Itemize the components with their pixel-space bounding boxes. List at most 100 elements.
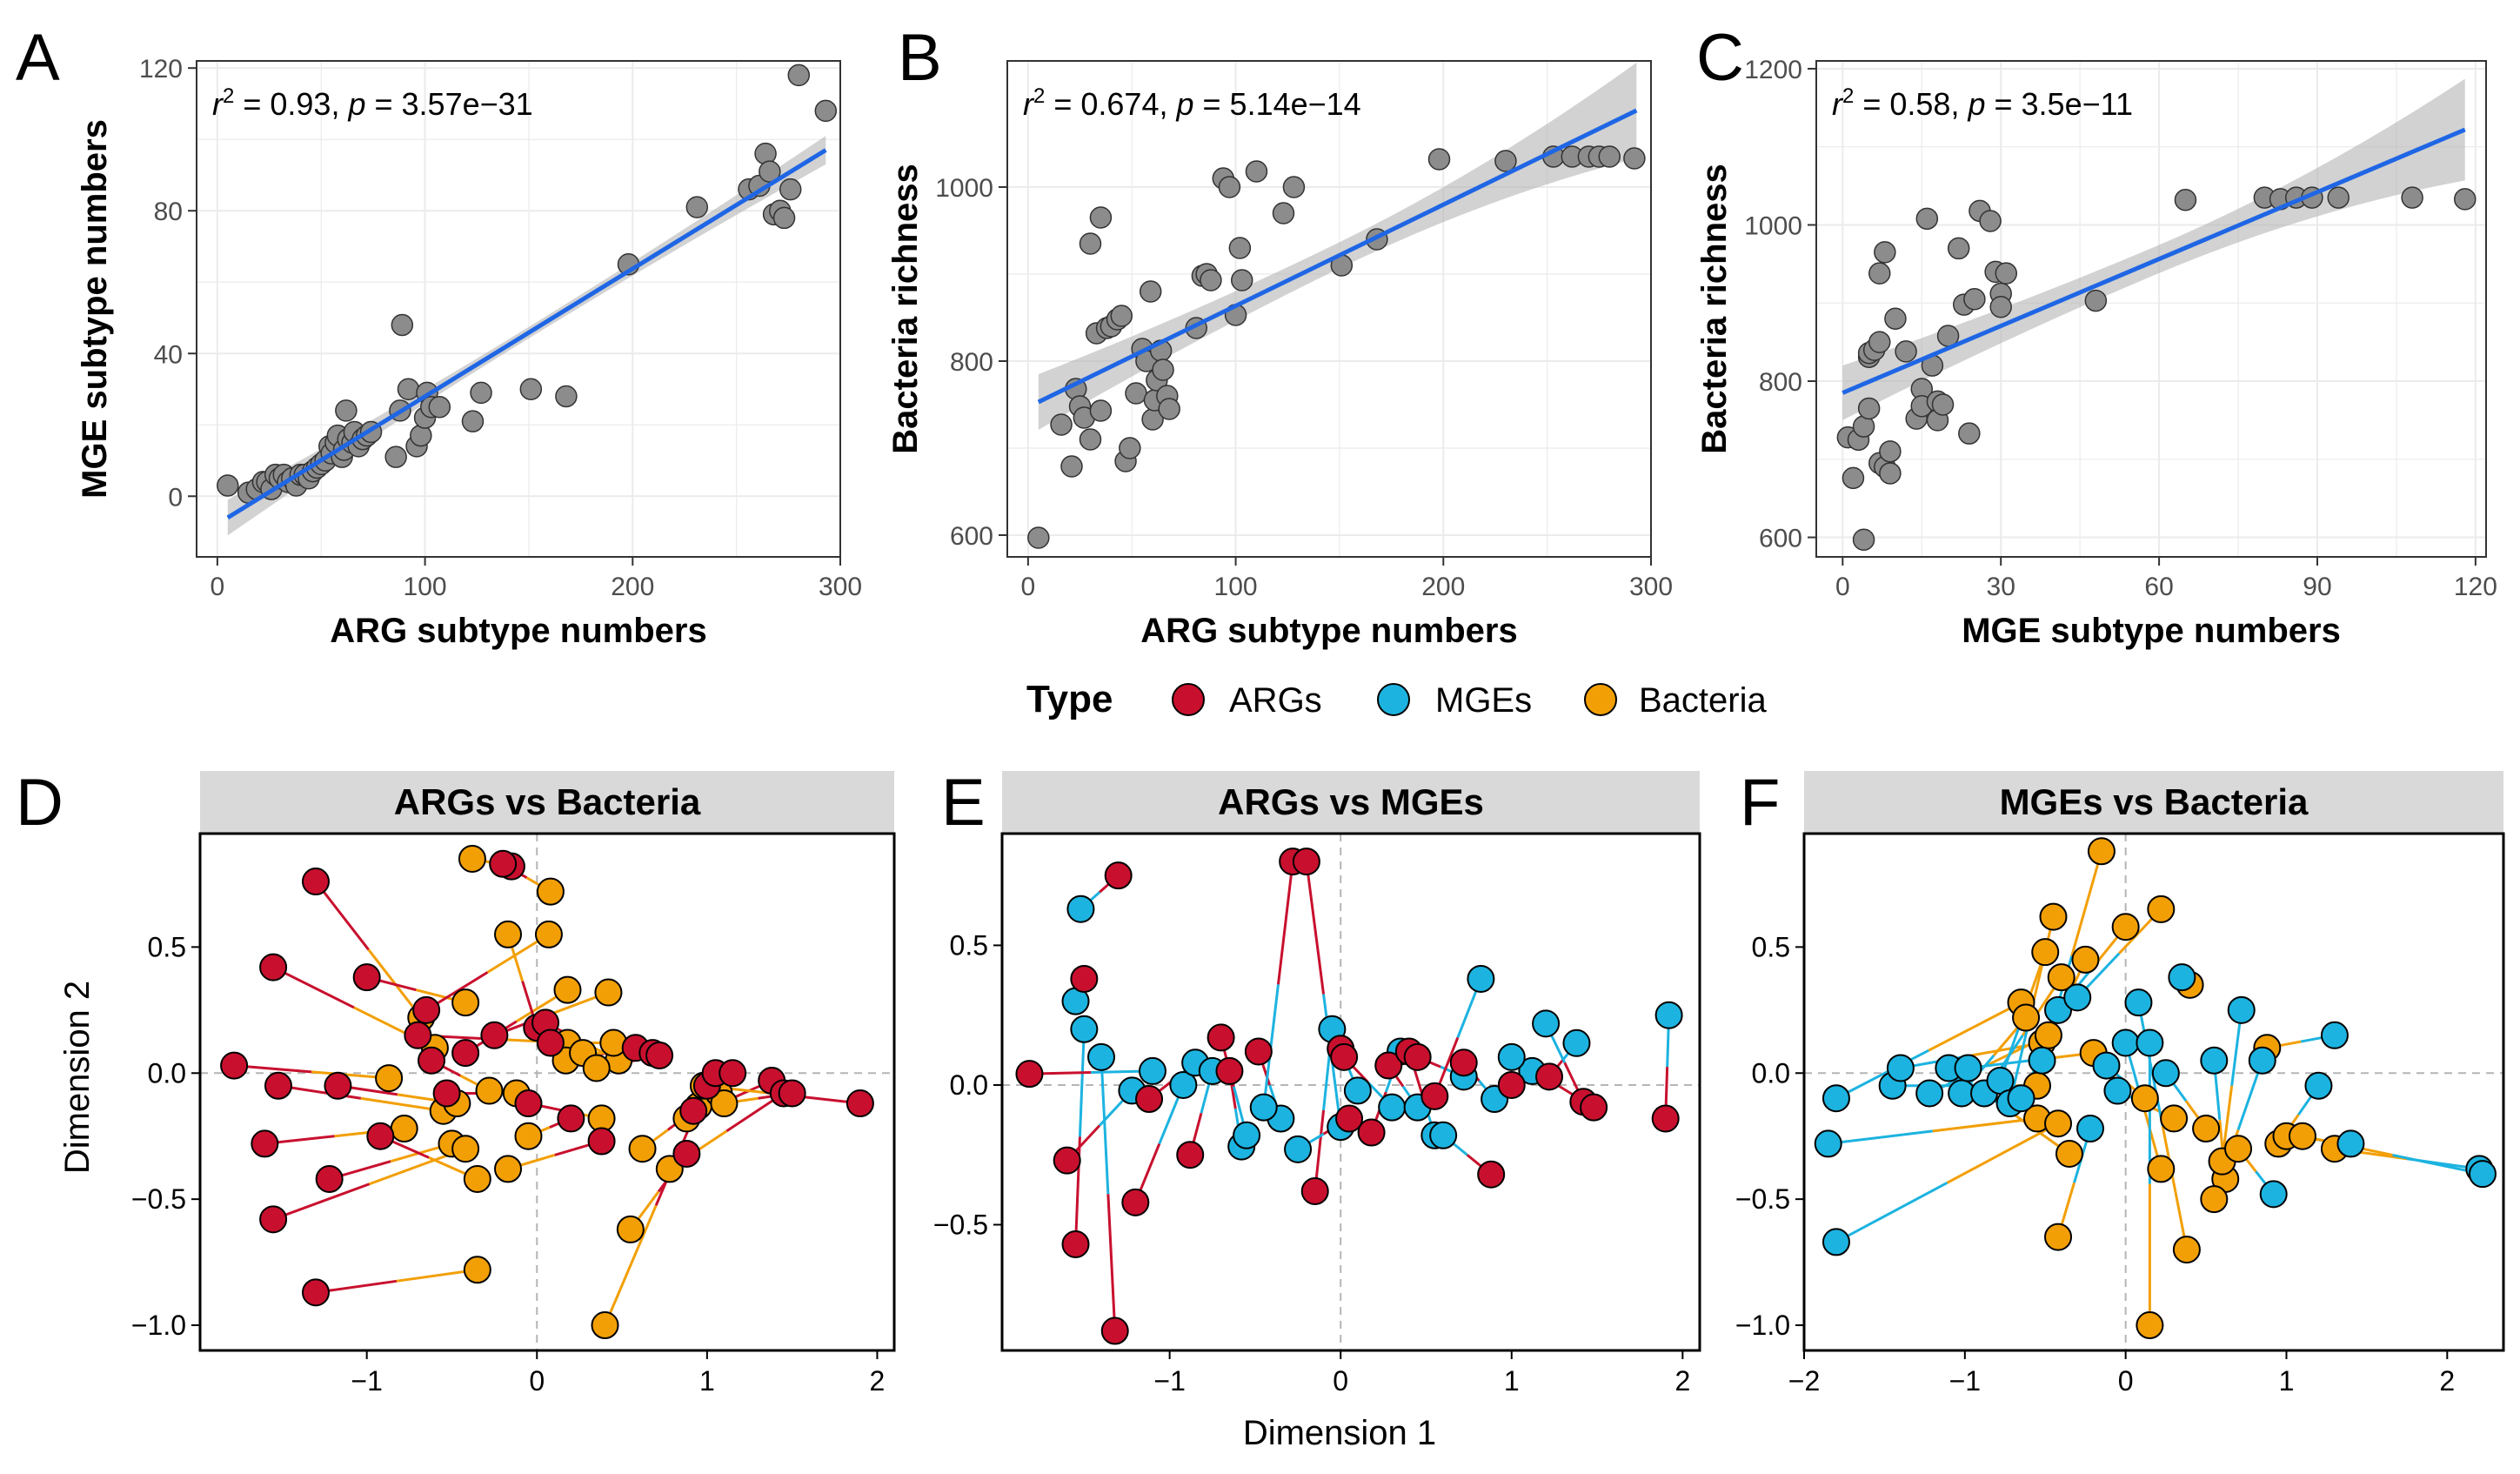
- panel-c-confidence-band: [1842, 78, 2465, 420]
- panel-c-data-point: [1931, 393, 1955, 416]
- panel-d-point-args: [302, 1278, 330, 1307]
- panel-e-point-mges: [1169, 1070, 1198, 1099]
- panel-d-point-bacteria: [534, 920, 563, 948]
- panel-d-point-args: [846, 1089, 874, 1118]
- panel-e-tick-label-y: 0.5: [950, 929, 988, 961]
- panel-c-tick-label-y: 1200: [1744, 56, 1802, 84]
- panel-b-regression-line: [1037, 108, 1638, 405]
- panel-b-tick-label-y: 600: [950, 522, 993, 551]
- panel-b-annotation-p: p: [1175, 86, 1193, 122]
- panel-a-data-point: [397, 378, 420, 401]
- panel-b-tick-label-y: 800: [950, 348, 993, 377]
- panel-f-point-bacteria: [2044, 1223, 2073, 1251]
- panel-d-tick-label-y: −1.0: [131, 1310, 186, 1341]
- panel-b-data-point: [1228, 237, 1252, 259]
- panel-b-tick-label-x: 300: [1629, 573, 1673, 601]
- panel-d-point-bacteria: [463, 1256, 491, 1284]
- panel-f-link-segment-a: [1835, 1049, 1929, 1100]
- panel-f-strip-title: MGEs vs Bacteria: [2000, 781, 2309, 822]
- panel-c-chart: 0 30 60 90 120 600 800 1000 1200 r2 = 0.58, p = 3…: [1695, 56, 2497, 650]
- panel-f-point-mges: [2468, 1160, 2497, 1189]
- panel-e-point-mges: [1343, 1076, 1372, 1105]
- panel-f-link-segment-b: [1932, 1116, 2038, 1133]
- panel-e-point-args: [1176, 1141, 1205, 1169]
- panel-f-point-bacteria: [2160, 1104, 2189, 1133]
- panel-c-data-point: [2327, 186, 2350, 209]
- shared-y-label: Dimension 2: [58, 981, 97, 1174]
- panel-d-link-segment-a: [272, 966, 355, 1009]
- panel-f-tick-label-y: 0.5: [1752, 931, 1790, 962]
- panel-a-data-point: [519, 378, 543, 401]
- panel-a-tick-label-y: 0: [168, 483, 183, 512]
- panel-e-tick-label-x: 2: [1674, 1365, 1690, 1397]
- legend-swatch-mges: [1377, 683, 1410, 716]
- panel-b-data-point: [1272, 202, 1295, 224]
- panel-f-strip: [1804, 771, 2503, 834]
- legend-label-bacteria: Bacteria: [1639, 681, 1767, 720]
- panel-f-point-bacteria: [2047, 963, 2075, 992]
- panel-f-point-mges: [1886, 1054, 1915, 1082]
- panel-d-tick-label-x: −1: [351, 1365, 382, 1397]
- panel-d-point-args: [315, 1164, 344, 1193]
- panel-c-data-point: [1958, 422, 1981, 445]
- panel-e-point-args: [1449, 1049, 1478, 1077]
- panel-e-point-args: [1061, 1229, 1090, 1258]
- panel-b-data-point: [1060, 455, 1083, 478]
- panel-d-link-segment-a: [314, 881, 370, 951]
- panel-d-point-args: [404, 1021, 432, 1049]
- panel-d-point-bacteria: [494, 920, 523, 948]
- panel-b-data-point: [1158, 398, 1180, 420]
- panel-e-point-args: [1420, 1082, 1449, 1110]
- panel-e-point-mges: [1087, 1042, 1116, 1071]
- panel-a-regression-line: [226, 148, 827, 520]
- panel-c-data-point: [1852, 528, 1875, 552]
- panel-c-tick-label-x: 60: [2144, 573, 2173, 601]
- panel-d-link-segment-a: [272, 1183, 371, 1221]
- panel-f-point-mges: [2248, 1046, 2276, 1075]
- panel-e-point-mges: [1070, 1015, 1099, 1043]
- panel-a-tick-label-x: 100: [404, 573, 447, 601]
- panel-c-tick-label-x: 120: [2454, 573, 2497, 601]
- panel-c-data-point: [1895, 340, 1917, 363]
- panel-f-tick-label-x: −1: [1949, 1365, 1981, 1397]
- panel-f-link-segment-b: [2070, 850, 2103, 956]
- panel-c-data-point: [1879, 440, 1902, 463]
- panel-b-border: [1006, 60, 1652, 558]
- panel-b-tick-label-x: 0: [1021, 573, 1036, 601]
- panel-c-data-point: [1868, 262, 1891, 285]
- panel-c-y-axis-title: Bacteria richness: [1695, 164, 1734, 454]
- panel-f-point-bacteria: [2012, 1003, 2041, 1032]
- panel-b-tick-label-x: 100: [1214, 573, 1258, 601]
- panel-d-point-args: [412, 995, 441, 1024]
- panel-f-point-mges: [2075, 1115, 2104, 1143]
- panel-d-tick-label-x: 2: [870, 1365, 886, 1397]
- panel-b-data-point: [1245, 160, 1268, 183]
- panel-e-point-args: [1215, 1056, 1244, 1085]
- panel-c-data-point: [1963, 288, 1986, 311]
- panel-d-point-args: [259, 953, 288, 982]
- panel-e-point-args: [1292, 848, 1320, 876]
- panel-a-data-point: [814, 99, 838, 123]
- panel-b-data-point: [1623, 147, 1646, 170]
- panel-a-data-point: [779, 178, 802, 201]
- panel-f-point-mges: [2063, 983, 2092, 1012]
- panel-a-chart: 0 100 200 300 0 40 80 120 r2 = 0.93, p = 3.57e−3…: [76, 55, 862, 650]
- panel-d-point-args: [679, 1096, 708, 1125]
- panel-e-point-args: [1070, 964, 1099, 993]
- panel-e-point-mges: [1532, 1009, 1561, 1038]
- panel-f-point-mges: [2336, 1129, 2365, 1158]
- panel-e-point-args: [1053, 1146, 1081, 1175]
- panel-d-tick-label-x: 0: [529, 1365, 545, 1397]
- panel-c-data-point: [2084, 289, 2108, 312]
- panel-f-tick-label-y: −0.5: [1735, 1183, 1790, 1215]
- panel-e-point-mges: [1378, 1093, 1407, 1122]
- panel-f-point-mges: [1954, 1054, 1982, 1082]
- panel-b-data-point: [1200, 269, 1222, 291]
- panel-d-point-args: [514, 1089, 543, 1118]
- legend-swatch-args: [1172, 683, 1205, 716]
- panel-d-tick-label-y: 0.5: [148, 931, 186, 962]
- panel-f-link-segment-a: [1835, 1181, 1948, 1243]
- panel-b-chart: 0 100 200 300 600 800 1000 r2 = 0.674, p = 5.14…: [886, 60, 1673, 650]
- panel-e-point-args: [1651, 1104, 1680, 1133]
